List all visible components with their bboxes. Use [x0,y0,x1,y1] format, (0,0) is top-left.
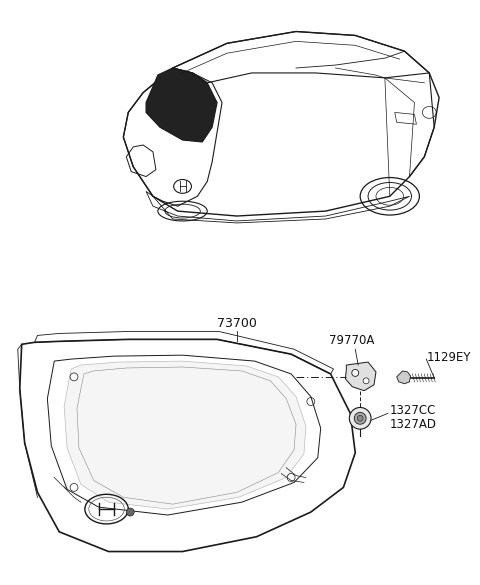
Polygon shape [64,361,306,509]
Polygon shape [396,371,410,384]
Circle shape [352,370,359,376]
Circle shape [357,415,363,421]
Text: 1129EY: 1129EY [426,350,471,364]
Text: 1327CC: 1327CC [390,404,436,417]
Circle shape [363,378,369,384]
Text: 73700: 73700 [217,316,257,329]
Text: 1327AD: 1327AD [390,418,437,431]
Polygon shape [346,362,376,391]
Circle shape [126,508,134,516]
Polygon shape [146,68,217,142]
Circle shape [354,412,366,424]
Circle shape [349,408,371,429]
Text: 79770A: 79770A [329,334,374,347]
